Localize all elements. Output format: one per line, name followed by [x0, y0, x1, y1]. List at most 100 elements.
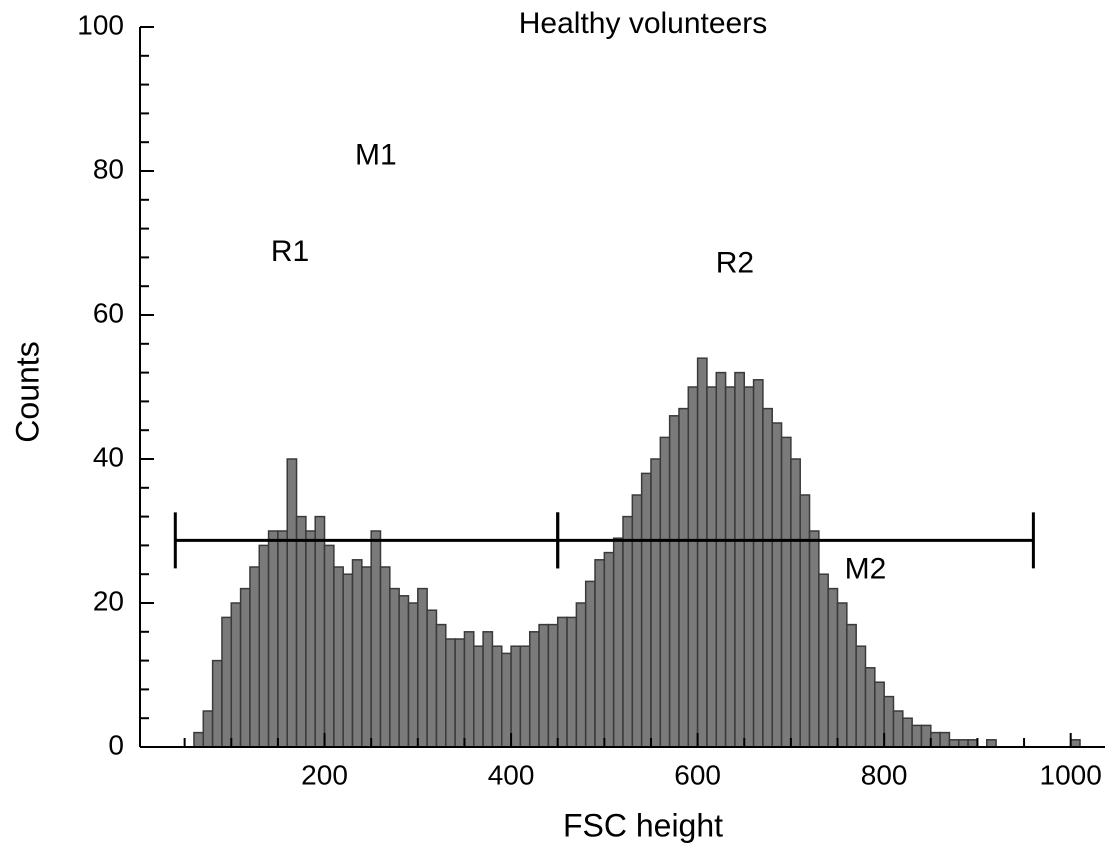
chart-title: Healthy volunteers: [519, 7, 767, 40]
histogram-bar: [361, 566, 372, 748]
histogram-bar: [687, 386, 699, 748]
histogram-bar: [398, 595, 410, 748]
histogram-bar: [827, 587, 839, 748]
histogram-bar: [491, 645, 503, 748]
histogram-bar: [640, 472, 652, 748]
histogram-bar: [734, 371, 746, 748]
histogram-bar: [855, 645, 867, 748]
histogram-bar: [193, 731, 205, 748]
histogram-bar: [519, 645, 531, 748]
histogram-bar: [473, 645, 484, 748]
histogram-bar: [435, 623, 447, 748]
histogram-bar: [864, 667, 876, 748]
histogram-bar: [706, 386, 718, 748]
histogram-bar: [967, 739, 979, 748]
y-tick-label: 20: [93, 585, 124, 616]
x-axis-label: FSC height: [563, 807, 723, 843]
histogram-bar: [333, 566, 344, 748]
histogram-bar: [958, 739, 969, 748]
histogram-bar: [249, 566, 261, 748]
histogram-bar: [426, 609, 438, 748]
histogram-bar: [948, 739, 960, 748]
histogram-bar: [258, 544, 270, 748]
histogram-bar: [724, 386, 736, 748]
histogram-bar: [846, 623, 857, 748]
histogram-bar: [622, 515, 634, 748]
histogram-bar: [920, 724, 932, 748]
histogram-bar: [780, 436, 792, 748]
histogram-bar: [351, 559, 363, 748]
histogram-bar: [528, 631, 540, 748]
histogram-bar: [221, 616, 233, 748]
x-tick-label: 600: [674, 759, 721, 790]
histogram-bar: [612, 537, 624, 748]
histogram-bar: [445, 638, 456, 748]
histogram-bar: [715, 371, 727, 748]
histogram-bar: [547, 623, 559, 748]
histogram-bar: [678, 407, 690, 748]
histogram-bar: [277, 530, 288, 748]
annotation: R2: [716, 247, 754, 280]
histogram-bar: [584, 580, 596, 748]
histogram-bar: [902, 717, 913, 748]
histogram-bar: [930, 731, 941, 748]
histogram-bar: [836, 602, 848, 748]
histogram-bar: [286, 458, 298, 748]
histogram-bar: [538, 623, 550, 748]
histogram-bar: [752, 379, 764, 748]
y-tick-label: 0: [108, 729, 124, 760]
histogram-bar: [379, 566, 391, 748]
histogram-bar: [342, 573, 354, 748]
histogram-bar: [650, 458, 662, 748]
histogram-bar: [314, 515, 326, 748]
histogram-bar: [370, 530, 382, 748]
histogram-bar: [202, 710, 214, 748]
histogram-bar: [482, 631, 494, 748]
y-tick-label: 100: [77, 9, 124, 40]
histogram-bar: [771, 422, 783, 748]
histogram-bar: [594, 559, 606, 748]
histogram-bar: [211, 659, 223, 748]
histogram-bar: [417, 587, 428, 748]
histogram-bar: [874, 681, 885, 748]
histogram-bar: [743, 386, 755, 748]
histogram-bar: [668, 415, 680, 748]
y-axis-label: Counts: [9, 341, 45, 442]
histogram-bar: [295, 515, 307, 748]
x-tick-label: 200: [301, 759, 348, 790]
histogram-bar: [267, 530, 279, 748]
histogram-bar: [389, 587, 400, 748]
histogram-bar: [911, 724, 923, 748]
y-tick-label: 80: [93, 153, 124, 184]
histogram-bar: [566, 616, 578, 748]
histogram-bar: [659, 436, 671, 748]
marker-label: M1: [355, 139, 397, 172]
histogram-bar: [407, 602, 419, 748]
histogram-bar: [239, 587, 251, 748]
histogram-bar: [799, 494, 811, 748]
histogram-bar: [1069, 739, 1081, 748]
histogram-bar: [510, 645, 522, 748]
histogram-bar: [631, 494, 643, 748]
histogram-bar: [696, 357, 708, 748]
histogram-bar: [808, 530, 820, 748]
histogram-bar: [463, 631, 475, 748]
x-tick-label: 1000: [1040, 759, 1102, 790]
histogram-bar: [305, 530, 316, 748]
annotation: R1: [271, 235, 309, 268]
histogram-bar: [762, 407, 773, 748]
histogram-bar: [790, 458, 801, 748]
histogram-bar: [454, 638, 466, 748]
histogram-bar: [556, 616, 568, 748]
x-tick-label: 800: [861, 759, 908, 790]
marker-label: M2: [845, 553, 887, 586]
y-tick-label: 40: [93, 441, 124, 472]
histogram-bar: [892, 710, 904, 748]
x-tick-label: 400: [488, 759, 535, 790]
histogram-bar: [230, 602, 242, 748]
histogram-bar: [575, 602, 587, 748]
y-tick-label: 60: [93, 297, 124, 328]
histogram-bar: [883, 695, 895, 748]
histogram-bar: [818, 573, 829, 748]
